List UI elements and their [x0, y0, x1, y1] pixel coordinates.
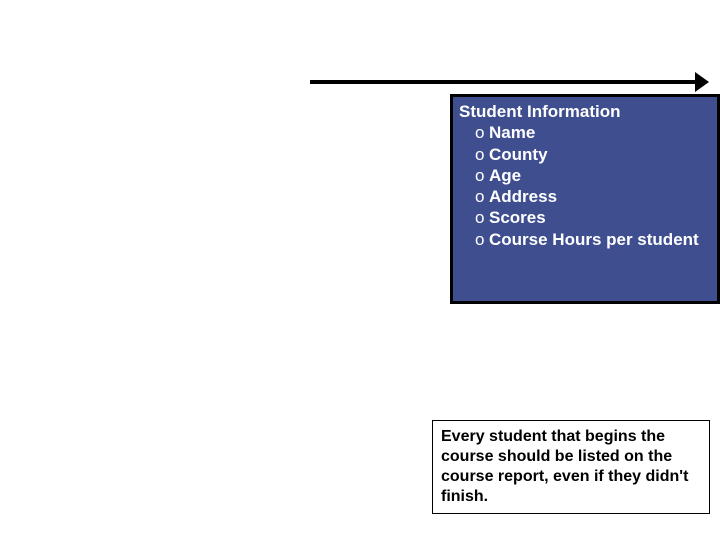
- list-item: Address: [489, 186, 711, 207]
- list-item: Age: [489, 165, 711, 186]
- arrow-line: [310, 80, 700, 84]
- list-item: Scores: [489, 207, 711, 228]
- list-item: Course Hours per student: [489, 229, 711, 250]
- list-item: County: [489, 144, 711, 165]
- note-text: Every student that begins the course sho…: [441, 427, 701, 507]
- info-box-list: Name County Age Address Scores Course Ho…: [489, 122, 711, 250]
- note-box: Every student that begins the course sho…: [432, 420, 710, 514]
- info-box-title: Student Information: [459, 101, 711, 122]
- arrow-head-icon: [695, 72, 709, 92]
- list-item: Name: [489, 122, 711, 143]
- student-info-box: Student Information Name County Age Addr…: [450, 94, 720, 304]
